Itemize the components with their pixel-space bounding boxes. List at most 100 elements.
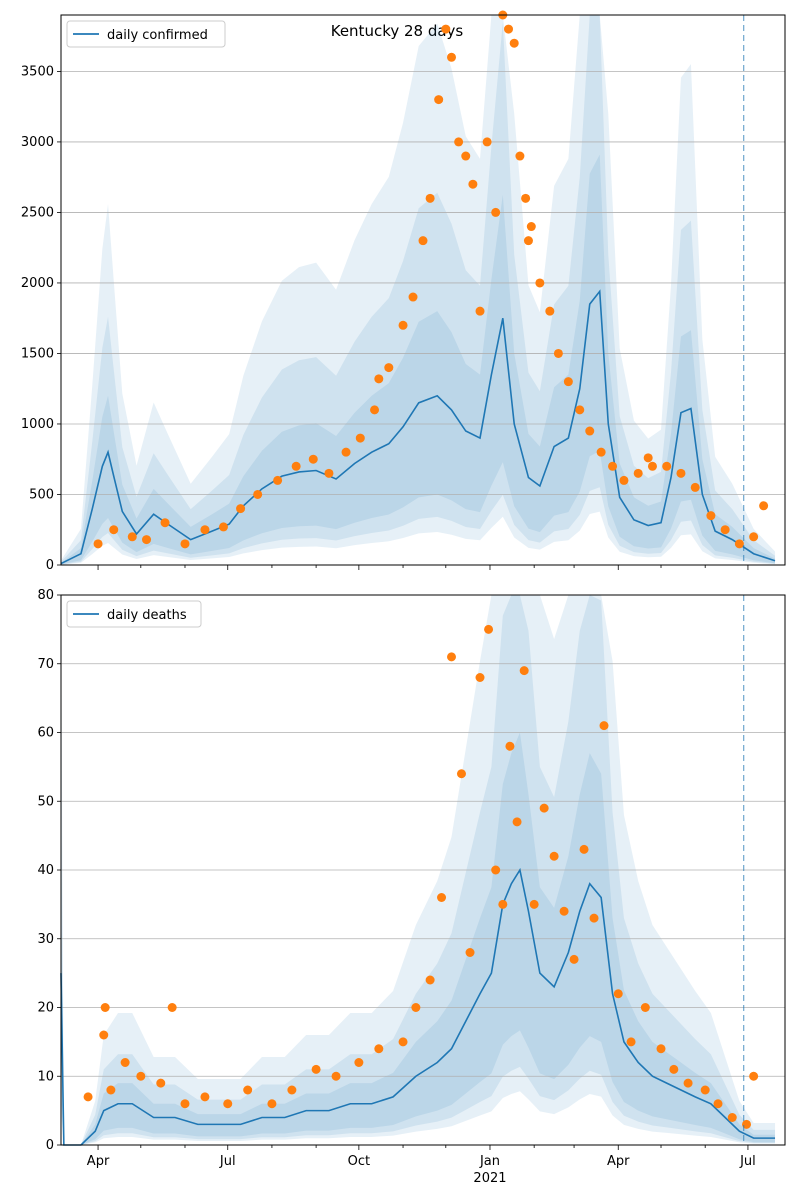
confirmed-point xyxy=(200,525,210,535)
deaths-point xyxy=(589,913,599,923)
confirmed-point xyxy=(563,377,573,387)
deaths-point xyxy=(569,954,579,964)
deaths-point xyxy=(456,769,466,779)
deaths-point xyxy=(669,1064,679,1074)
confirmed-point xyxy=(633,468,643,478)
confirmed-point xyxy=(341,447,351,457)
confirmed-point xyxy=(575,405,585,415)
deaths-point xyxy=(519,666,529,676)
confirmed-y-tick-label: 2500 xyxy=(21,205,54,220)
deaths-series xyxy=(60,595,776,1146)
confirmed-point xyxy=(545,306,555,316)
deaths-point xyxy=(613,989,623,999)
deaths-point xyxy=(200,1092,210,1102)
deaths-point xyxy=(83,1092,93,1102)
confirmed-point xyxy=(720,525,730,535)
confirmed-point xyxy=(585,426,595,436)
deaths-point xyxy=(640,1003,650,1012)
confirmed-point xyxy=(504,24,514,34)
deaths-point xyxy=(529,899,539,909)
confirmed-y-tick-label: 500 xyxy=(29,487,54,502)
confirmed-y-tick-label: 3500 xyxy=(21,64,54,79)
confirmed-point xyxy=(160,518,170,528)
confirmed-point xyxy=(180,539,190,549)
deaths-legend-box xyxy=(66,600,202,628)
confirmed-point xyxy=(454,137,464,147)
confirmed-point xyxy=(109,525,119,535)
deaths-point xyxy=(559,906,569,916)
deaths-point xyxy=(475,673,485,682)
deaths-point xyxy=(167,1003,177,1012)
deaths-x-tick-label: Apr xyxy=(87,1154,110,1169)
deaths-axes-frame xyxy=(60,594,786,1146)
confirmed-point xyxy=(308,454,318,464)
deaths-point xyxy=(683,1078,693,1088)
deaths-point xyxy=(311,1064,321,1074)
confirmed-point xyxy=(425,193,435,203)
confirmed-band-2 xyxy=(61,154,776,565)
deaths-point xyxy=(425,975,435,985)
confirmed-point xyxy=(142,535,152,545)
confirmed-point xyxy=(509,38,519,48)
confirmed-point xyxy=(475,306,485,316)
confirmed-point xyxy=(491,207,501,217)
deaths-point xyxy=(106,1085,116,1095)
confirmed-y-tick-label: 1000 xyxy=(21,417,54,432)
confirmed-point xyxy=(526,222,536,232)
deaths-point xyxy=(156,1078,166,1088)
confirmed-point xyxy=(441,24,451,34)
confirmed-point xyxy=(384,363,394,373)
confirmed-point xyxy=(596,447,606,457)
deaths-legend-label: daily deaths xyxy=(107,608,187,623)
deaths-y-tick-label: 70 xyxy=(37,657,54,672)
confirmed-point xyxy=(273,475,283,485)
confirmed-axes-frame xyxy=(60,14,786,566)
deaths-point xyxy=(99,1030,109,1040)
confirmed-point xyxy=(521,193,531,203)
confirmed-point xyxy=(374,374,384,384)
confirmed-point xyxy=(690,482,700,492)
confirmed-point xyxy=(734,539,744,549)
deaths-x-tick-label: Jan xyxy=(479,1154,500,1169)
deaths-point xyxy=(354,1058,364,1067)
confirmed-y-tick-label: 2000 xyxy=(21,276,54,291)
deaths-point xyxy=(465,948,475,957)
deaths-point xyxy=(267,1099,277,1109)
deaths-line xyxy=(60,867,776,1146)
confirmed-point xyxy=(647,461,657,471)
deaths-x-year-label: 2021 xyxy=(473,1171,506,1186)
deaths-y-tick-label: 60 xyxy=(37,726,54,741)
confirmed-point xyxy=(236,504,246,514)
confirmed-y-tick-label: 3000 xyxy=(21,135,54,150)
deaths-axes: 0 10 20 30 40 50 60 70 80 Apr Jul Oct Jan Apr Jul 2021 xyxy=(37,588,786,1186)
confirmed-point xyxy=(535,278,545,288)
confirmed-band-1 xyxy=(61,15,776,565)
deaths-point xyxy=(512,817,522,827)
confirmed-y-tick-label: 1500 xyxy=(21,346,54,361)
deaths-x-tick-label: Jul xyxy=(219,1154,236,1169)
deaths-point xyxy=(411,1003,421,1012)
confirmed-legend-box xyxy=(66,20,226,48)
confirmed-point xyxy=(408,292,418,302)
confirmed-point xyxy=(370,405,380,415)
deaths-point xyxy=(656,1044,666,1054)
confirmed-point xyxy=(355,433,365,443)
deaths-x-tick-label: Jul xyxy=(739,1154,756,1169)
deaths-point xyxy=(120,1058,130,1067)
confirmed-point xyxy=(676,468,686,478)
deaths-point xyxy=(447,652,457,662)
deaths-point xyxy=(749,1071,759,1081)
deaths-point xyxy=(136,1071,146,1081)
confirmed-point xyxy=(749,532,759,542)
confirmed-point xyxy=(324,468,334,478)
deaths-point xyxy=(713,1099,723,1109)
confirmed-y-tick-label: 0 xyxy=(46,558,54,573)
deaths-point xyxy=(100,1003,110,1012)
confirmed-point xyxy=(482,137,492,147)
confirmed-confidence-bands xyxy=(61,15,776,565)
deaths-y-tick-label: 50 xyxy=(37,794,54,809)
confirmed-point xyxy=(608,461,618,471)
deaths-point xyxy=(505,741,515,751)
